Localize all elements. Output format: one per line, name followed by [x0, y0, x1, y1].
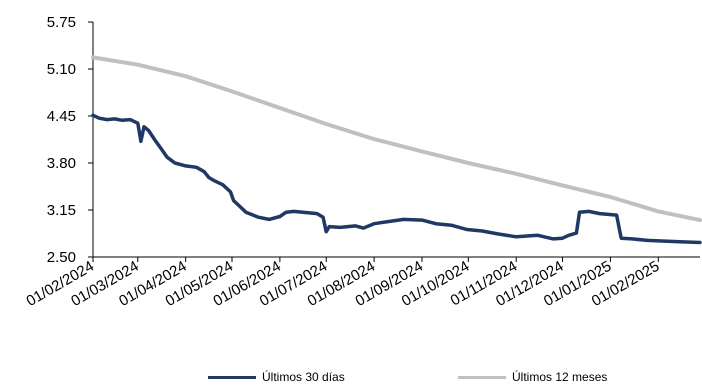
y-tick-label: 4.45 [47, 108, 76, 125]
y-tick-label: 5.10 [47, 61, 76, 78]
y-tick-label: 2.50 [47, 249, 76, 266]
legend: Últimos 30 días Últimos 12 meses [0, 370, 702, 390]
legend-label-12-meses: Últimos 12 meses [512, 370, 608, 384]
legend-item-30-dias: Últimos 30 días [208, 370, 345, 384]
series-line-30-dias [91, 113, 702, 245]
legend-swatch-12-meses [458, 375, 506, 379]
y-axis-ticks: 5.75 5.10 4.45 3.80 3.15 2.50 [47, 14, 93, 266]
legend-label-30-dias: Últimos 30 días [262, 370, 345, 384]
y-tick-label: 5.75 [47, 14, 76, 31]
y-tick-label: 3.15 [47, 202, 76, 219]
x-axis-ticks: 01/02/202401/03/202401/04/202401/05/2024… [23, 257, 662, 310]
y-tick-label: 3.80 [47, 155, 76, 172]
legend-item-12-meses: Últimos 12 meses [458, 370, 607, 384]
plot-axes [92, 22, 700, 258]
legend-swatch-30-dias [208, 375, 256, 379]
series-lines [91, 55, 702, 245]
series-line-12-meses [91, 55, 702, 223]
